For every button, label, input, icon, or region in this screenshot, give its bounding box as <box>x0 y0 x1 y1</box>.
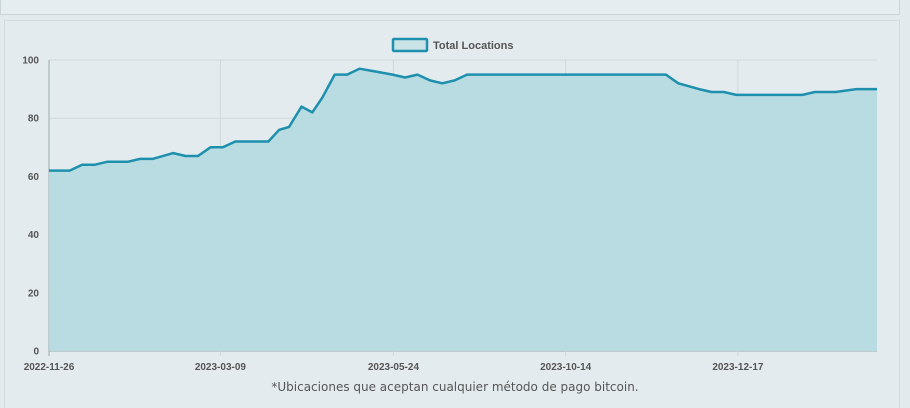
y-tick-label: 20 <box>28 288 40 299</box>
legend-label: Total Locations <box>433 40 513 52</box>
top-panel <box>0 0 900 15</box>
legend-swatch <box>391 37 429 53</box>
footnote: *Ubicaciones que aceptan cualquier métod… <box>271 380 639 394</box>
line-area-chart: 0 20 40 60 80 100 2022-11-26 2023-03-09 2023-05… <box>22 37 877 373</box>
series-area-total-locations <box>49 68 877 351</box>
y-tick-label: 60 <box>28 172 40 183</box>
y-tick-label: 40 <box>28 230 40 241</box>
x-tick-label: 2022-11-26 <box>24 362 75 373</box>
x-tick-label: 2023-12-17 <box>712 362 764 373</box>
y-tick-label: 100 <box>22 56 39 67</box>
x-tick-label: 2023-03-09 <box>195 362 247 373</box>
x-axis-ticks: 2022-11-26 2023-03-09 2023-05-24 2023-10-14… <box>24 362 764 373</box>
x-tick-label: 2023-05-24 <box>368 362 420 373</box>
y-axis-ticks: 0 20 40 60 80 100 <box>22 56 39 358</box>
x-tick-label: 2023-10-14 <box>540 362 592 373</box>
y-tick-label: 0 <box>33 347 39 358</box>
legend[interactable]: Total Locations <box>391 37 513 53</box>
y-tick-label: 80 <box>28 114 40 125</box>
series-line-total-locations <box>49 67 877 172</box>
